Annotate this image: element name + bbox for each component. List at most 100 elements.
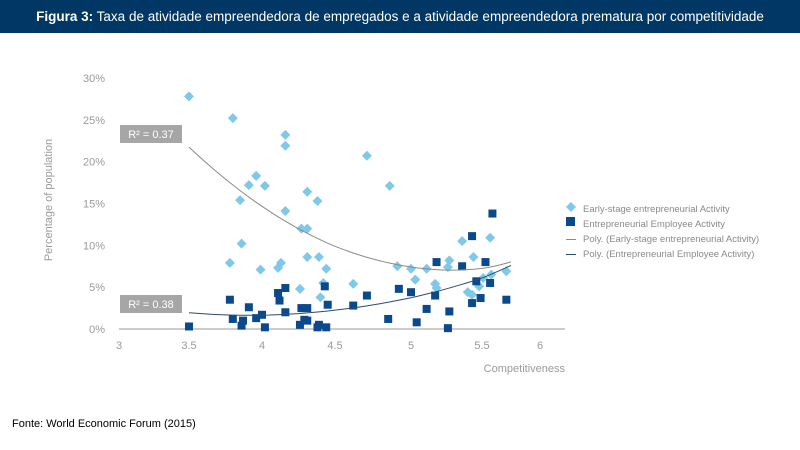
line-icon: [566, 254, 576, 255]
data-point-diamond: [468, 252, 479, 263]
data-point-square: [295, 320, 304, 329]
data-point-square: [445, 307, 454, 316]
data-point-diamond: [384, 180, 395, 191]
data-point-diamond: [410, 274, 421, 285]
x-axis-label: Competitiveness: [484, 363, 566, 375]
data-point-square: [362, 291, 371, 300]
x-tick-label: 3: [116, 340, 122, 352]
data-point-square: [458, 262, 467, 271]
data-point-diamond: [406, 263, 416, 274]
data-point-square: [431, 291, 440, 300]
data-point-square: [228, 314, 237, 323]
data-point-square: [481, 258, 490, 267]
y-tick-label: 30%: [83, 73, 105, 85]
data-point-diamond: [321, 263, 332, 274]
data-point-diamond: [302, 186, 313, 197]
legend-label: Poly. (Early-stage entrepreneurial Activ…: [583, 234, 760, 245]
legend-item-employee: Entrepreneurial Employee Activity: [566, 217, 759, 232]
early-stage-series: [184, 91, 512, 303]
data-point-square: [252, 314, 261, 323]
r2-label: R² = 0.37: [128, 129, 174, 141]
r2-box: [120, 125, 182, 143]
data-point-square: [443, 324, 452, 333]
data-point-diamond: [315, 292, 326, 303]
data-point-diamond: [275, 257, 286, 268]
data-point-diamond: [485, 232, 496, 243]
y-tick-label: 25%: [83, 115, 105, 127]
data-point-diamond: [280, 206, 291, 217]
data-point-diamond: [227, 113, 238, 124]
data-point-diamond: [361, 150, 372, 161]
y-tick-label: 15%: [83, 199, 105, 211]
x-tick-label: 5: [408, 340, 414, 352]
y-axis-label: Percentage of population: [43, 139, 55, 261]
legend-label: Early-stage entrepreneurial Activity: [583, 204, 730, 215]
data-point-diamond: [312, 195, 323, 206]
data-point-diamond: [302, 252, 313, 263]
legend-item-trend-employee: Poly. (Entrepreneurial Employee Activity…: [566, 247, 759, 262]
data-point-diamond: [243, 180, 254, 191]
data-point-square: [394, 284, 403, 293]
data-point-square: [349, 301, 358, 310]
figure-label: Figura 3:: [36, 9, 94, 24]
data-point-diamond: [302, 223, 313, 234]
trend-line-employee: [188, 264, 512, 316]
employee-series: [185, 209, 511, 333]
x-tick-label: 4.5: [327, 340, 342, 352]
data-point-square: [488, 209, 497, 218]
data-point-diamond: [467, 289, 478, 300]
data-point-square: [432, 258, 441, 267]
data-point-square: [239, 316, 248, 325]
data-point-square: [260, 323, 269, 332]
data-point-square: [237, 321, 246, 330]
legend-item-early: Early-stage entrepreneurial Activity: [566, 202, 759, 217]
data-point-diamond: [184, 91, 194, 102]
data-point-square: [297, 304, 306, 313]
data-point-square: [244, 303, 253, 312]
data-point-square: [274, 289, 283, 298]
data-point-diamond: [255, 264, 266, 275]
data-point-square: [275, 296, 284, 305]
data-point-square: [472, 277, 481, 286]
figure-header: Figura 3: Taxa de atividade empreendedor…: [0, 0, 800, 33]
legend-label: Entrepreneurial Employee Activity: [583, 219, 726, 230]
r2-label: R² = 0.38: [128, 299, 174, 311]
legend-label: Poly. (Entrepreneurial Employee Activity…: [583, 249, 755, 260]
y-tick-label: 10%: [83, 240, 105, 252]
r2-box: [120, 295, 182, 313]
y-tick-label: 20%: [83, 157, 105, 169]
data-point-diamond: [313, 252, 324, 263]
data-point-square: [185, 322, 193, 331]
line-icon: [566, 239, 576, 240]
data-point-diamond: [280, 129, 291, 140]
data-point-square: [281, 284, 290, 293]
data-point-diamond: [259, 180, 270, 191]
data-point-square: [502, 295, 511, 304]
data-point-square: [314, 320, 323, 329]
data-point-diamond: [392, 261, 403, 272]
x-tick-label: 6: [537, 340, 543, 352]
y-tick-label: 5%: [89, 282, 105, 294]
data-point-diamond: [236, 238, 247, 249]
data-point-diamond: [348, 278, 359, 289]
data-point-square: [225, 295, 234, 304]
data-point-square: [323, 300, 332, 309]
figure-title: Taxa de atividade empreendedora de empre…: [96, 9, 764, 24]
x-tick-label: 3.5: [181, 340, 196, 352]
data-point-diamond: [235, 195, 246, 206]
x-tick-label: 4: [259, 340, 265, 352]
legend-item-trend-early: Poly. (Early-stage entrepreneurial Activ…: [566, 232, 759, 247]
data-point-square: [407, 288, 415, 297]
square-marker-icon: [566, 217, 576, 232]
data-point-square: [468, 299, 477, 308]
data-point-diamond: [444, 255, 455, 266]
data-point-square: [486, 278, 495, 287]
x-tick-label: 5.5: [474, 340, 489, 352]
data-point-square: [412, 318, 421, 327]
data-point-square: [303, 316, 312, 325]
data-point-diamond: [457, 236, 468, 247]
y-tick-label: 0%: [89, 324, 105, 336]
data-point-diamond: [280, 140, 291, 151]
data-point-square: [476, 294, 485, 303]
